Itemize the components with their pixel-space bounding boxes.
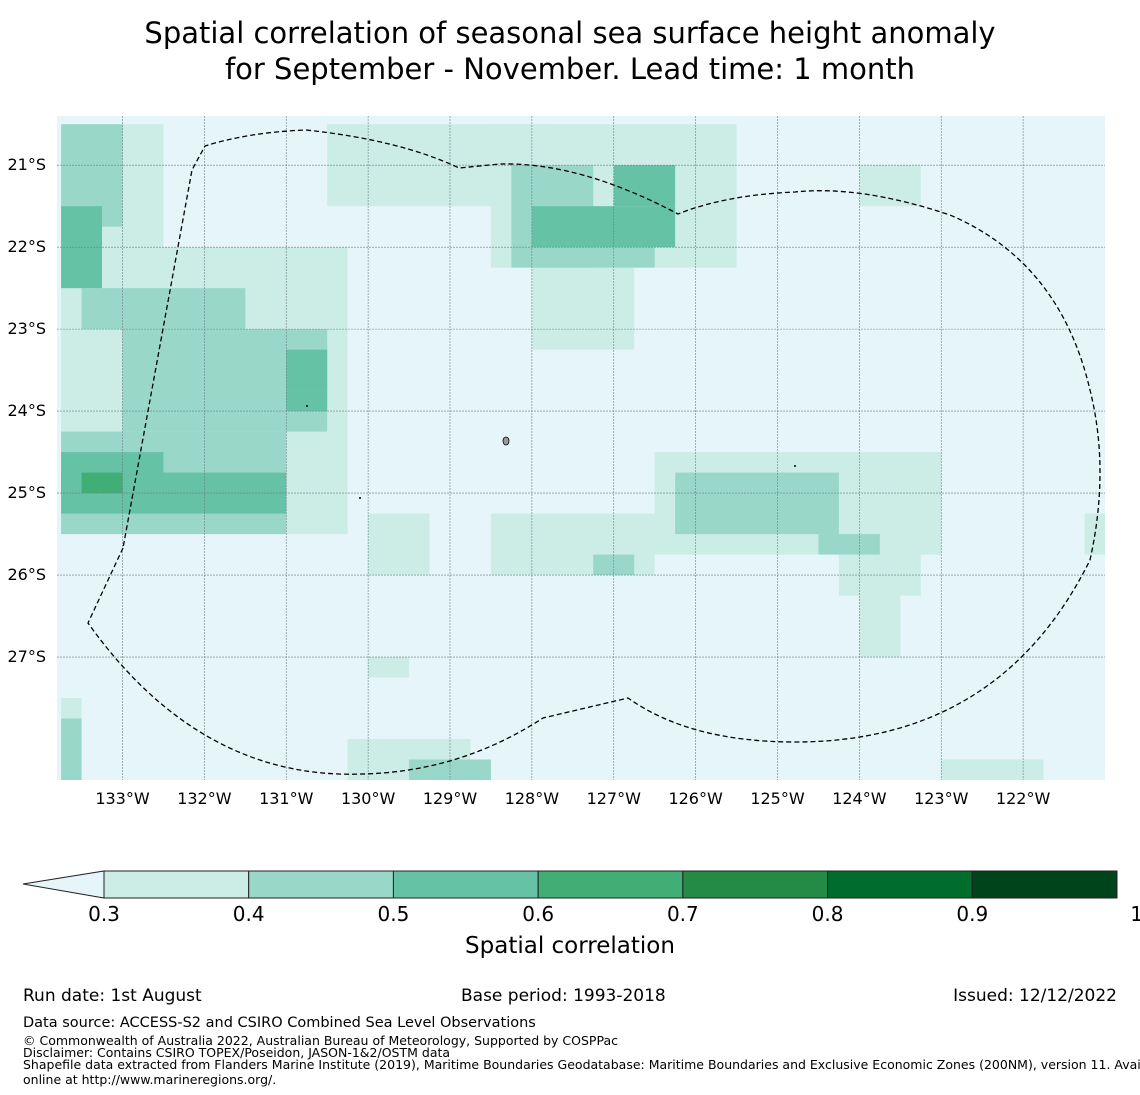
colorbar xyxy=(22,870,1118,899)
longitude-label: 122°W xyxy=(995,789,1051,808)
correlation-cell xyxy=(81,288,246,330)
correlation-cells xyxy=(57,116,1105,780)
colorbar-bin xyxy=(827,870,973,899)
correlation-cell xyxy=(613,165,676,207)
correlation-cell xyxy=(941,759,1044,780)
colorbar-tick-label: 1 xyxy=(1130,902,1140,926)
island-marker xyxy=(502,436,510,446)
longitude-label: 124°W xyxy=(832,789,887,808)
islands xyxy=(306,405,796,499)
latitude-label: 23°S xyxy=(7,319,46,339)
latitude-label: 25°S xyxy=(7,483,46,503)
colorbar-tick-label: 0.5 xyxy=(377,902,410,926)
colorbar-bin xyxy=(392,870,539,899)
data-source: Data source: ACCESS-S2 and CSIRO Combine… xyxy=(23,1015,536,1031)
correlation-cell xyxy=(368,657,410,678)
correlation-cell xyxy=(286,349,328,391)
correlation-cell xyxy=(818,534,880,555)
colorbar-bin xyxy=(248,870,394,899)
colorbar-tick-label: 0.8 xyxy=(811,902,844,926)
correlation-cell xyxy=(286,390,328,412)
colorbar-tick-label: 0.7 xyxy=(666,902,699,926)
island-marker xyxy=(794,465,796,467)
longitude-label: 133°W xyxy=(95,789,150,808)
latitude-label: 22°S xyxy=(7,237,46,257)
colorbar-tick-label: 0.4 xyxy=(232,902,265,926)
longitude-label: 132°W xyxy=(177,789,232,808)
island-marker xyxy=(359,497,361,499)
colorbar-tick-label: 0.3 xyxy=(88,902,120,926)
disclaimer: Disclaimer: Contains CSIRO TOPEX/Poseido… xyxy=(23,1045,451,1060)
correlation-cell xyxy=(675,472,839,535)
longitude-label: 131°W xyxy=(259,789,314,808)
correlation-cell xyxy=(859,165,921,207)
colorbar-tick-label: 0.9 xyxy=(956,902,989,926)
latitude-label: 27°S xyxy=(7,647,46,667)
correlation-cell xyxy=(531,247,655,268)
latitude-label: 24°S xyxy=(7,401,46,421)
correlation-cell xyxy=(859,595,901,658)
colorbar-bin xyxy=(537,870,684,899)
correlation-cell xyxy=(531,206,676,248)
colorbar-tick-label: 0.6 xyxy=(522,902,555,926)
longitude-label: 130°W xyxy=(340,789,396,808)
copyright: © Commonwealth of Australia 2022, Austra… xyxy=(23,1033,618,1048)
eez-boundary xyxy=(87,129,1101,775)
longitude-label: 127°W xyxy=(586,789,641,808)
chart-title-line1: Spatial correlation of seasonal sea surf… xyxy=(144,16,996,50)
latitude-label: 26°S xyxy=(7,565,46,585)
correlation-cell xyxy=(81,472,123,494)
colorbar-label: Spatial correlation xyxy=(465,933,675,959)
correlation-cell xyxy=(368,513,430,576)
colorbar-bin xyxy=(103,870,250,899)
graticule xyxy=(57,116,1105,780)
correlation-map xyxy=(57,116,1105,780)
correlation-cell xyxy=(61,718,82,780)
longitude-label: 126°W xyxy=(668,789,723,808)
colorbar-bin xyxy=(682,870,829,899)
longitude-label: 128°W xyxy=(504,789,560,808)
colorbar-extend-min xyxy=(22,870,105,899)
issued-date: Issued: 12/12/2022 xyxy=(953,986,1117,1006)
shapefile-credit-line2: online at http://www.marineregions.org/. xyxy=(23,1072,277,1087)
shapefile-credit-line1: Shapefile data extracted from Flanders M… xyxy=(23,1057,1140,1072)
correlation-cell xyxy=(409,759,491,780)
island-marker xyxy=(306,405,308,407)
base-period: Base period: 1993-2018 xyxy=(461,986,666,1006)
chart-title-line2: for September - November. Lead time: 1 m… xyxy=(224,52,916,86)
colorbar-bin xyxy=(971,870,1118,899)
latitude-label: 21°S xyxy=(7,155,46,175)
run-date: Run date: 1st August xyxy=(23,986,202,1006)
longitude-label: 125°W xyxy=(750,789,805,808)
colorbar-bins xyxy=(103,870,1118,899)
longitude-label: 123°W xyxy=(914,789,969,808)
longitude-label: 129°W xyxy=(422,789,478,808)
